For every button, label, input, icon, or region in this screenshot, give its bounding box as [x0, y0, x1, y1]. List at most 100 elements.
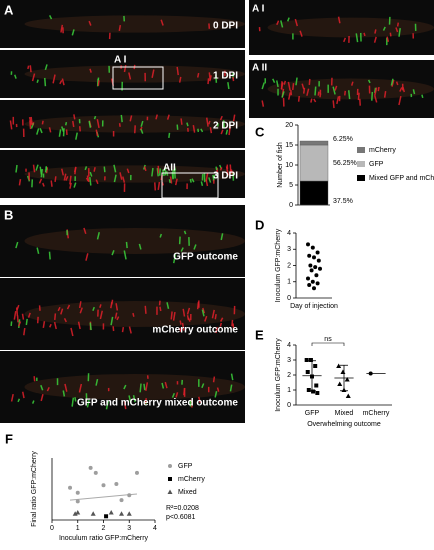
fluorescence	[32, 164, 36, 173]
fluorescence	[57, 306, 61, 312]
fluorescence	[140, 120, 144, 127]
point	[119, 498, 124, 503]
fluorescence	[89, 68, 92, 73]
fluorescence	[53, 321, 57, 330]
inset-box	[161, 172, 219, 199]
fluorescence	[220, 129, 224, 135]
point	[168, 477, 172, 481]
fluorescence	[174, 178, 178, 186]
fluorescence	[220, 233, 224, 241]
point	[313, 364, 318, 368]
fluorescence	[35, 164, 39, 171]
fluorescence	[181, 322, 185, 331]
point	[345, 393, 351, 398]
fluorescence	[382, 26, 386, 31]
fluorescence	[374, 29, 377, 34]
fluorescence	[183, 230, 187, 235]
fluorescence	[179, 320, 182, 325]
x-tick-label: GFP	[305, 410, 320, 417]
fluorescence	[283, 80, 287, 85]
fish-body	[24, 374, 245, 400]
fluorescence	[15, 241, 19, 249]
fluorescence	[25, 318, 28, 326]
fluorescence	[123, 64, 127, 73]
fluorescence	[212, 376, 216, 383]
fluorescence	[52, 74, 56, 84]
point	[101, 483, 106, 488]
fluorescence	[16, 304, 20, 311]
time-label: 0 DPI	[213, 21, 238, 32]
fluorescence	[232, 323, 235, 331]
fluorescence	[54, 176, 57, 182]
x-tick-label: 3	[127, 525, 131, 532]
fish-body	[267, 17, 434, 38]
fluorescence	[41, 120, 44, 125]
bar-segment	[299, 140, 329, 146]
x-tick-label: Mixed	[335, 410, 354, 417]
fluorescence	[219, 322, 223, 327]
fluorescence	[103, 166, 106, 173]
fluorescence	[230, 169, 234, 175]
fluorescence	[60, 308, 64, 315]
legend-label: GFP	[369, 161, 384, 168]
fluorescence	[88, 20, 92, 26]
fluorescence	[128, 326, 132, 334]
fluorescence	[355, 33, 359, 43]
fluorescence	[115, 303, 119, 311]
fluorescence	[126, 168, 130, 174]
value-label: 6.25%	[333, 136, 353, 143]
fluorescence	[128, 395, 132, 404]
fluorescence	[287, 81, 291, 91]
fluorescence	[64, 121, 68, 126]
significance-bracket	[311, 342, 345, 346]
fluorescence	[9, 120, 13, 130]
fluorescence	[191, 178, 195, 183]
point	[127, 493, 132, 498]
fluorescence	[421, 94, 424, 99]
fluorescence	[29, 120, 32, 130]
fluorescence	[85, 177, 89, 182]
fluorescence	[272, 78, 276, 84]
fluorescence	[38, 178, 43, 184]
fluorescence	[169, 176, 173, 184]
time-label: 3 DPI	[213, 171, 238, 182]
fluorescence	[172, 311, 176, 321]
fluorescence	[89, 171, 93, 177]
value-label: 56.25%	[333, 160, 357, 167]
fluorescence	[292, 83, 295, 91]
fluorescence	[286, 17, 290, 22]
fluorescence	[294, 18, 299, 27]
fluorescence	[229, 384, 233, 392]
fluorescence	[371, 91, 374, 101]
fluorescence	[132, 312, 135, 317]
point	[315, 281, 320, 286]
fluorescence	[317, 91, 320, 96]
fluorescence	[334, 85, 338, 91]
fluorescence	[374, 95, 378, 103]
fluorescence	[192, 125, 196, 133]
fluorescence	[59, 79, 63, 85]
fluorescence	[116, 316, 120, 321]
time-label: 2 DPI	[213, 121, 238, 132]
fluorescence	[399, 87, 403, 92]
y-tick-label: 5	[289, 182, 293, 189]
point	[75, 490, 80, 495]
fluorescence	[73, 114, 76, 120]
y-tick-label: 15	[285, 142, 293, 149]
fluorescence	[44, 64, 48, 71]
fluorescence	[128, 72, 132, 80]
fluorescence	[207, 78, 210, 85]
fluorescence	[64, 383, 68, 392]
legend-label: Mixed GFP and mCherry	[369, 175, 434, 182]
x-axis-label: Day of injection	[290, 303, 338, 310]
y-tick-label: 20	[285, 122, 293, 129]
fluorescence	[173, 166, 177, 171]
fluorescence	[200, 181, 204, 187]
fluorescence	[122, 176, 126, 183]
fluorescence	[123, 401, 127, 410]
point	[304, 358, 309, 362]
fluorescence	[96, 119, 100, 129]
y-tick-label: 0	[287, 402, 291, 409]
fluorescence	[143, 383, 146, 391]
fluorescence	[175, 392, 179, 398]
